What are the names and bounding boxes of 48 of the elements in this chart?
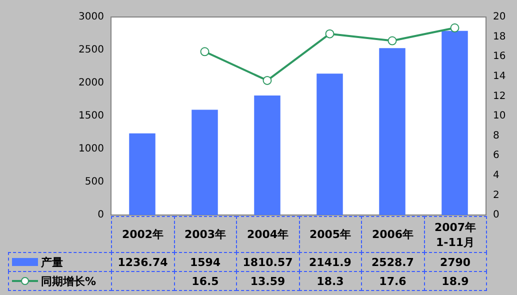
y2-tick-label: 10 (493, 110, 506, 122)
point (325, 29, 334, 38)
y-tick-label: 1000 (78, 144, 104, 155)
legend-label: 同期增长% (41, 274, 96, 288)
x-tick-label: 2004年 (236, 216, 300, 253)
y2-tick-label: 8 (493, 130, 500, 142)
bar (254, 96, 280, 215)
y-tick-label: 2500 (78, 44, 104, 56)
data-label: 13.59 (236, 271, 300, 291)
y2-tick-label: 14 (493, 70, 506, 82)
data-label: 2790 (424, 252, 487, 272)
legend-label: 产量 (41, 254, 63, 270)
bar (379, 48, 406, 215)
bar (316, 74, 343, 215)
bar (129, 133, 156, 215)
y-tick-label: 500 (84, 176, 104, 188)
point (388, 36, 397, 46)
data-label: 1236.74 (111, 252, 174, 272)
y2-tick-label: 12 (493, 90, 506, 102)
data-label: 18.9 (424, 271, 487, 291)
y-tick-label: 3000 (78, 12, 104, 23)
data-label: 1810.57 (236, 252, 300, 272)
bar (442, 30, 468, 215)
x-tick-label: 2007年 1-11月 (424, 216, 487, 253)
y2-tick-label: 0 (493, 210, 500, 221)
point (450, 23, 460, 32)
x-tick-label: 2006年 (361, 216, 424, 253)
data-label: 18.3 (298, 271, 362, 291)
point (262, 76, 272, 85)
x-tick-label: 2005年 (298, 216, 362, 253)
data-label: 17.6 (361, 271, 424, 291)
data-label: 16.5 (174, 271, 237, 291)
data-label: 1594 (174, 252, 237, 272)
point (200, 47, 210, 56)
x-tick-label: 2003年 (174, 216, 237, 253)
y-tick-label: 2000 (78, 78, 104, 89)
y2-tick-label: 6 (493, 150, 500, 162)
y2-tick-label: 2 (493, 190, 500, 201)
bar (192, 110, 218, 215)
y-tick-label: 1500 (78, 110, 104, 122)
y-tick-label: 0 (98, 210, 104, 221)
data-label: 2141.9 (298, 252, 362, 272)
y2-tick-label: 20 (493, 12, 506, 23)
data-label: 2528.7 (361, 252, 424, 272)
x-tick-label: 2002年 (111, 216, 174, 253)
y2-tick-label: 18 (493, 31, 506, 42)
y2-tick-label: 4 (493, 170, 500, 181)
y2-tick-label: 16 (493, 51, 506, 62)
